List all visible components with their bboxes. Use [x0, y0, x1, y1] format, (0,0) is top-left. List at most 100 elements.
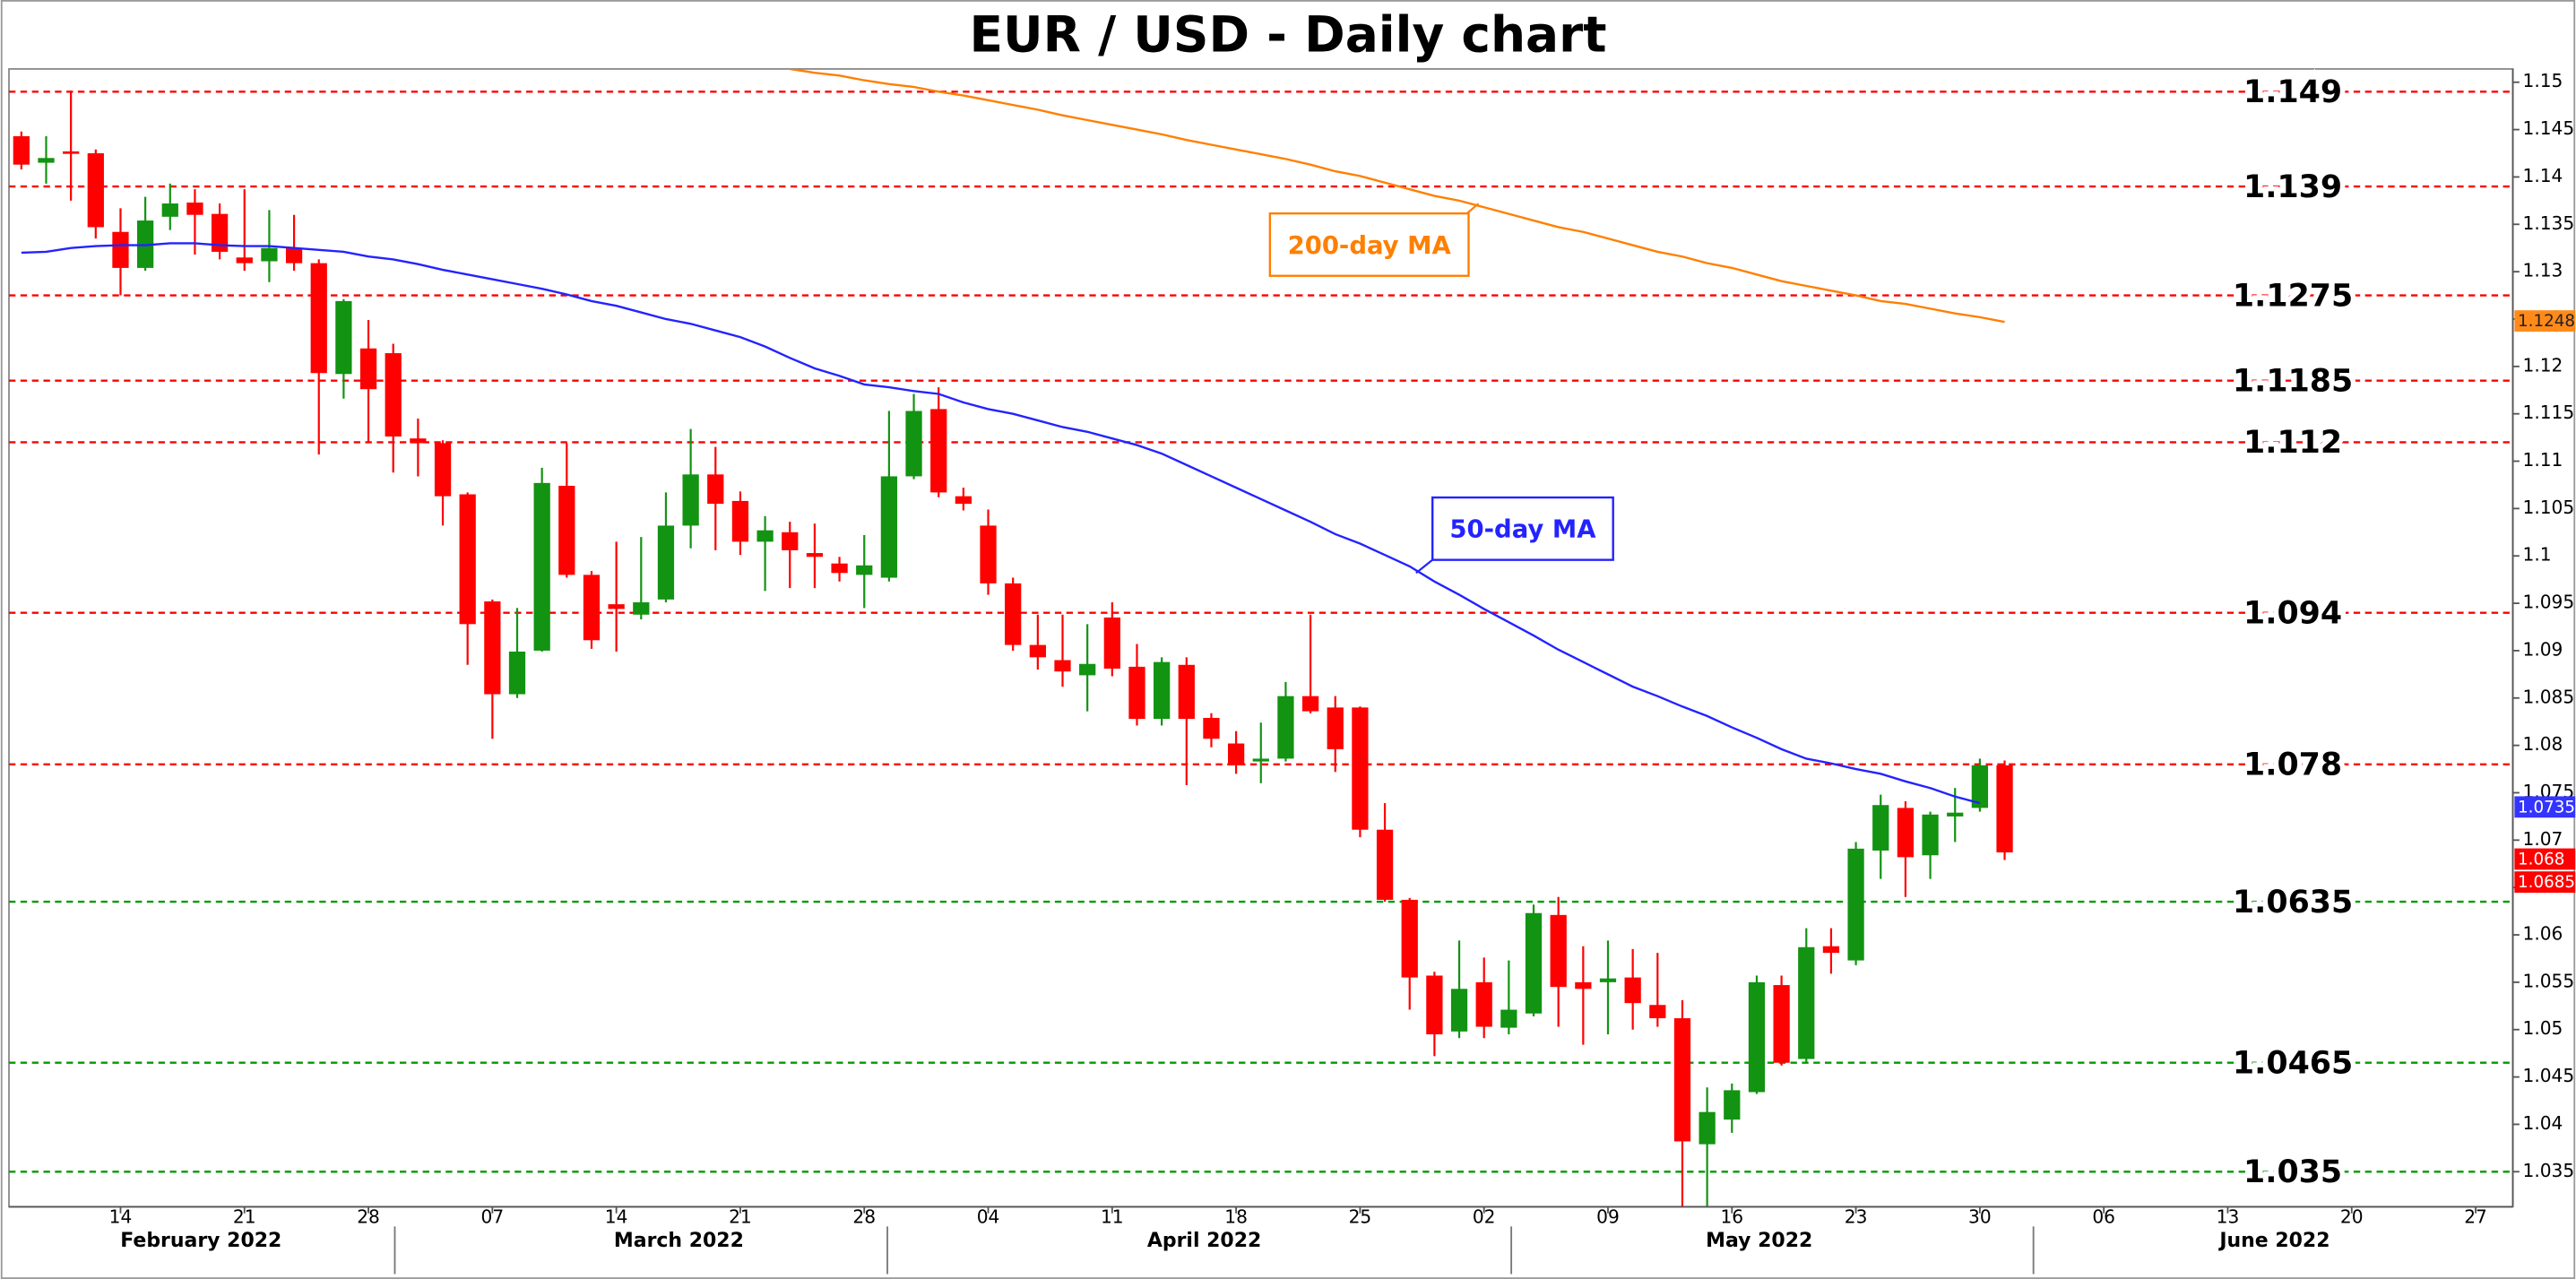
- y-tick-label: 1.055: [2523, 970, 2575, 991]
- moving-average-line: [21, 242, 1981, 805]
- candle-body: [1327, 707, 1344, 749]
- candle-body: [1178, 664, 1195, 720]
- price-tag-label: 1.0735: [2518, 798, 2575, 817]
- y-tick-label: 1.045: [2523, 1065, 2575, 1086]
- x-tick-label: 06: [2092, 1206, 2115, 1228]
- candle-body: [1748, 981, 1766, 1093]
- annotation-leader: [1415, 558, 1433, 575]
- candle-body: [1996, 765, 2013, 853]
- y-tick-label: 1.11: [2523, 449, 2563, 471]
- level-label: 1.094: [2243, 595, 2342, 631]
- candle-body: [782, 531, 799, 550]
- x-tick-label: 04: [977, 1206, 1000, 1228]
- level-label: 1.078: [2243, 748, 2342, 783]
- y-tick-label: 1.035: [2523, 1160, 2575, 1181]
- price-tag-label: 1.0685: [2518, 873, 2575, 892]
- level-label: 1.0635: [2233, 885, 2353, 920]
- candle-body: [335, 300, 352, 375]
- candle-body: [1005, 583, 1022, 645]
- month-label: April 2022: [1147, 1230, 1261, 1252]
- month-label: March 2022: [614, 1230, 744, 1252]
- candle-body: [434, 443, 452, 497]
- candle-body: [633, 602, 650, 615]
- y-tick-label: 1.08: [2523, 733, 2563, 755]
- candle-body: [657, 525, 675, 600]
- level-label: 1.0465: [2233, 1046, 2353, 1082]
- candle-body: [161, 203, 178, 217]
- candle-body: [1054, 660, 1071, 672]
- candle-body: [1203, 717, 1220, 739]
- candle-body: [1128, 666, 1145, 720]
- candle-body: [1500, 1009, 1517, 1028]
- candle-body: [1227, 743, 1245, 765]
- x-tick-label: 20: [2340, 1206, 2364, 1228]
- x-tick-label: 28: [357, 1206, 380, 1228]
- candle-body: [1575, 981, 1592, 989]
- x-tick-label: 02: [1473, 1206, 1496, 1228]
- candle-body: [359, 348, 377, 390]
- candle-body: [856, 565, 873, 575]
- candle-body: [1376, 829, 1394, 900]
- candle-body: [1624, 977, 1641, 1004]
- candle-body: [905, 410, 922, 477]
- candle-body: [880, 476, 898, 578]
- candle-body: [583, 575, 601, 641]
- level-label: 1.1275: [2233, 278, 2353, 314]
- x-tick-label: 27: [2464, 1206, 2487, 1228]
- y-tick-label: 1.115: [2523, 402, 2575, 423]
- y-tick-label: 1.12: [2523, 354, 2563, 376]
- level-label: 1.035: [2243, 1154, 2342, 1190]
- price-tag-label: 1.1248: [2518, 312, 2575, 331]
- candle-body: [484, 601, 501, 695]
- x-tick-label: 11: [1101, 1206, 1124, 1228]
- candle-body: [261, 247, 278, 262]
- candle-body: [459, 494, 476, 625]
- annotation-box: [1431, 496, 1614, 561]
- y-tick-label: 1.085: [2523, 686, 2575, 707]
- candle-body: [707, 474, 724, 505]
- candle-body: [410, 438, 427, 444]
- y-tick-label: 1.07: [2523, 828, 2563, 850]
- y-tick-label: 1.145: [2523, 117, 2575, 139]
- candle-body: [1649, 1005, 1666, 1019]
- candle-body: [63, 151, 80, 154]
- candle-body: [682, 474, 699, 526]
- candle-body: [1426, 975, 1443, 1035]
- candle-body: [1699, 1111, 1716, 1145]
- annotation-box: [1268, 212, 1470, 277]
- y-tick-label: 1.14: [2523, 165, 2563, 186]
- candle-body: [285, 247, 303, 264]
- level-label: 1.149: [2243, 74, 2342, 110]
- candle-body: [1029, 644, 1046, 658]
- candle-body: [533, 482, 550, 651]
- annotation-leader: [1465, 203, 1480, 214]
- y-tick-label: 1.15: [2523, 70, 2563, 91]
- y-tick-label: 1.09: [2523, 638, 2563, 660]
- y-tick-label: 1.095: [2523, 592, 2575, 613]
- candle-body: [310, 263, 327, 374]
- x-tick-label: 25: [1349, 1206, 1372, 1228]
- candle-body: [1301, 696, 1319, 712]
- level-label: 1.139: [2243, 169, 2342, 205]
- candle-body: [13, 135, 30, 165]
- price-tag: [2514, 848, 2576, 870]
- plot: [8, 68, 2513, 1207]
- candle-body: [831, 563, 848, 574]
- price-tag-label: 1.068: [2518, 850, 2564, 869]
- candle-body: [1798, 946, 1815, 1059]
- candle-body: [508, 651, 526, 695]
- candle-body: [1352, 707, 1369, 830]
- y-tick-label: 1.13: [2523, 260, 2563, 281]
- candle-body: [1724, 1090, 1741, 1120]
- x-tick-label: 18: [1224, 1206, 1248, 1228]
- candle-body: [955, 496, 972, 505]
- x-tick-label: 28: [852, 1206, 876, 1228]
- chart-title: EUR / USD - Daily chart: [970, 5, 1607, 63]
- candle-body: [558, 486, 575, 575]
- x-tick-label: 30: [1968, 1206, 1992, 1228]
- level-label: 1.112: [2243, 425, 2342, 461]
- x-tick-label: 07: [481, 1206, 505, 1228]
- candle-body: [236, 257, 253, 264]
